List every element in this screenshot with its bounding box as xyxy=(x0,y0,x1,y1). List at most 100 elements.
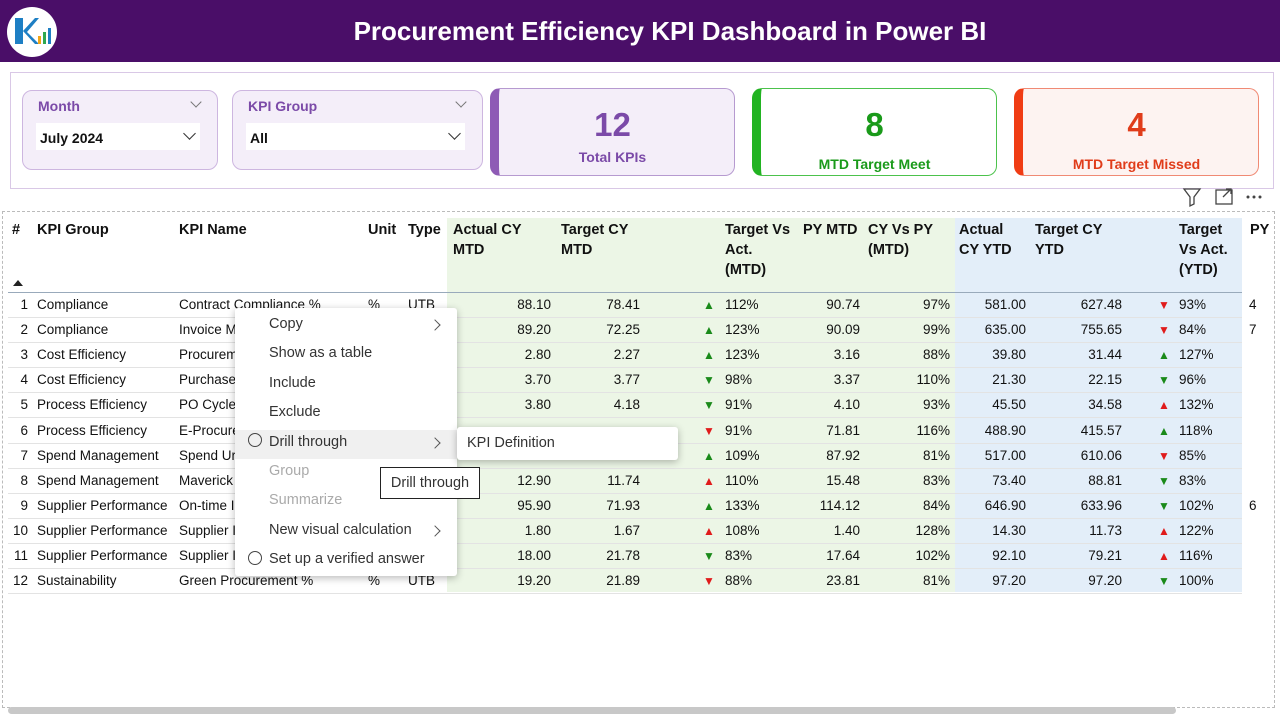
table-cell: 39.80 xyxy=(992,347,1026,363)
column-header[interactable]: Target Vs Act. (MTD) xyxy=(725,222,791,278)
table-cell: 83% xyxy=(922,472,950,488)
column-header[interactable]: KPI Name xyxy=(179,222,247,238)
row-divider xyxy=(8,392,1242,394)
table-cell: 4.10 xyxy=(833,397,860,413)
slicer-dropdown[interactable] xyxy=(246,123,465,150)
column-header[interactable]: Target CY YTD xyxy=(1035,222,1103,258)
row-divider xyxy=(8,492,1242,494)
table-cell: 83% xyxy=(1179,472,1207,488)
column-header[interactable]: PY MTD xyxy=(803,222,858,238)
table-cell: 5 xyxy=(20,397,28,413)
table-cell: 517.00 xyxy=(984,447,1026,463)
menu-item[interactable]: Copy xyxy=(269,316,303,332)
table-cell: 73.40 xyxy=(992,472,1026,488)
table-cell: 123% xyxy=(725,322,760,338)
menu-highlight xyxy=(235,429,457,459)
table-cell: 97.20 xyxy=(992,573,1026,589)
menu-item[interactable]: Exclude xyxy=(269,404,321,421)
card-label: MTD Target Meet xyxy=(818,156,931,172)
focus-icon[interactable] xyxy=(1215,189,1233,205)
table-cell: 10 xyxy=(12,522,28,538)
status-arrow: ▼ xyxy=(1158,498,1170,513)
table-cell: Procurem xyxy=(179,347,238,363)
table-cell: 99% xyxy=(922,322,950,338)
row-divider xyxy=(8,467,1242,469)
column-header[interactable]: Actual CY YTD xyxy=(959,222,1012,258)
table-cell: 415.57 xyxy=(1080,422,1122,438)
table-cell: 7 xyxy=(1249,322,1257,338)
table-cell: 97.20 xyxy=(1088,573,1122,589)
table-cell: 755.65 xyxy=(1080,322,1122,338)
tooltip-text: Drill through xyxy=(390,475,470,491)
table-cell: 108% xyxy=(725,522,760,538)
table-cell: On-time I xyxy=(179,497,235,513)
table-cell: 132% xyxy=(1179,397,1214,413)
table-cell: Sustainability xyxy=(37,573,117,589)
status-arrow: ▲ xyxy=(703,298,715,312)
table-cell: Spend Ur xyxy=(179,447,237,463)
table-cell: 122% xyxy=(1179,522,1214,538)
table-cell: 21.30 xyxy=(992,372,1026,388)
card-label: Total KPIs xyxy=(578,149,647,165)
table-cell: 1.80 xyxy=(524,522,551,538)
drill-icon xyxy=(248,433,262,447)
column-header[interactable]: Target CY MTD xyxy=(561,222,629,258)
menu-item[interactable]: Include xyxy=(269,374,316,391)
status-arrow: ▲ xyxy=(703,498,715,513)
menu-item[interactable]: Show as a table xyxy=(269,345,373,362)
table-cell: Supplier Performance xyxy=(37,522,168,538)
scrollbar[interactable] xyxy=(8,707,1176,714)
column-header[interactable]: PY xyxy=(1250,222,1270,238)
table-cell: 81% xyxy=(922,447,950,463)
row-divider xyxy=(8,593,1242,595)
menu-item[interactable]: Drill through xyxy=(269,433,348,450)
table-cell: Supplier I xyxy=(179,522,237,538)
table-cell: 114.12 xyxy=(819,497,860,513)
table-cell: 85% xyxy=(1179,447,1207,463)
menu-item: Group xyxy=(269,463,310,479)
status-arrow: ▼ xyxy=(703,423,715,438)
table-cell: 87.92 xyxy=(826,447,860,463)
filter-icon[interactable] xyxy=(1182,188,1202,208)
column-header[interactable]: Unit xyxy=(368,222,397,238)
sort-indicator[interactable] xyxy=(13,279,23,287)
status-arrow: ▲ xyxy=(1158,348,1170,363)
table-cell: Compliance xyxy=(37,322,109,338)
table-cell: Spend Management xyxy=(37,472,159,488)
table-cell: 84% xyxy=(922,497,950,513)
table-cell: 34.58 xyxy=(1088,397,1122,413)
column-header[interactable]: CY Vs PY (MTD) xyxy=(868,222,933,258)
table-cell: Spend Management xyxy=(37,447,159,463)
menu-item[interactable]: New visual calculation xyxy=(269,521,412,538)
status-arrow: ▲ xyxy=(703,448,715,463)
card-value: 8 xyxy=(865,106,884,143)
card-value: 12 xyxy=(594,106,631,143)
status-arrow: ▲ xyxy=(1158,523,1170,538)
table-cell: 92.10 xyxy=(992,548,1026,563)
table-cell: 88% xyxy=(725,573,753,589)
column-header[interactable]: # xyxy=(12,222,21,238)
slicer-dropdown[interactable] xyxy=(36,123,200,150)
table-cell: 3.37 xyxy=(833,372,860,388)
column-header[interactable]: Type xyxy=(408,222,441,238)
table-cell: 1 xyxy=(20,297,28,312)
table-cell: 127% xyxy=(1179,347,1214,363)
table-cell: 102% xyxy=(1179,497,1214,513)
column-header[interactable]: Target Vs Act. (YTD) xyxy=(1179,222,1228,278)
column-header[interactable]: Actual CY MTD xyxy=(453,222,522,258)
table-cell: Purchase xyxy=(179,372,237,388)
status-arrow: ▼ xyxy=(1158,373,1170,388)
table-cell: 118% xyxy=(1179,422,1213,438)
table-cell: Maverick xyxy=(179,472,234,488)
table-cell: 6 xyxy=(1249,497,1257,513)
row-divider xyxy=(8,367,1242,369)
table-cell: E-Procure xyxy=(179,422,240,438)
table-cell: 3 xyxy=(20,347,28,363)
submenu-item[interactable]: KPI Definition xyxy=(467,435,555,451)
table-cell: 14.30 xyxy=(992,522,1026,538)
row-divider xyxy=(8,568,1242,569)
menu-item[interactable]: Set up a verified answer xyxy=(269,551,425,568)
visual-toolbar xyxy=(1182,188,1262,208)
column-header[interactable]: KPI Group xyxy=(37,222,109,238)
table-cell: 116% xyxy=(916,422,950,438)
